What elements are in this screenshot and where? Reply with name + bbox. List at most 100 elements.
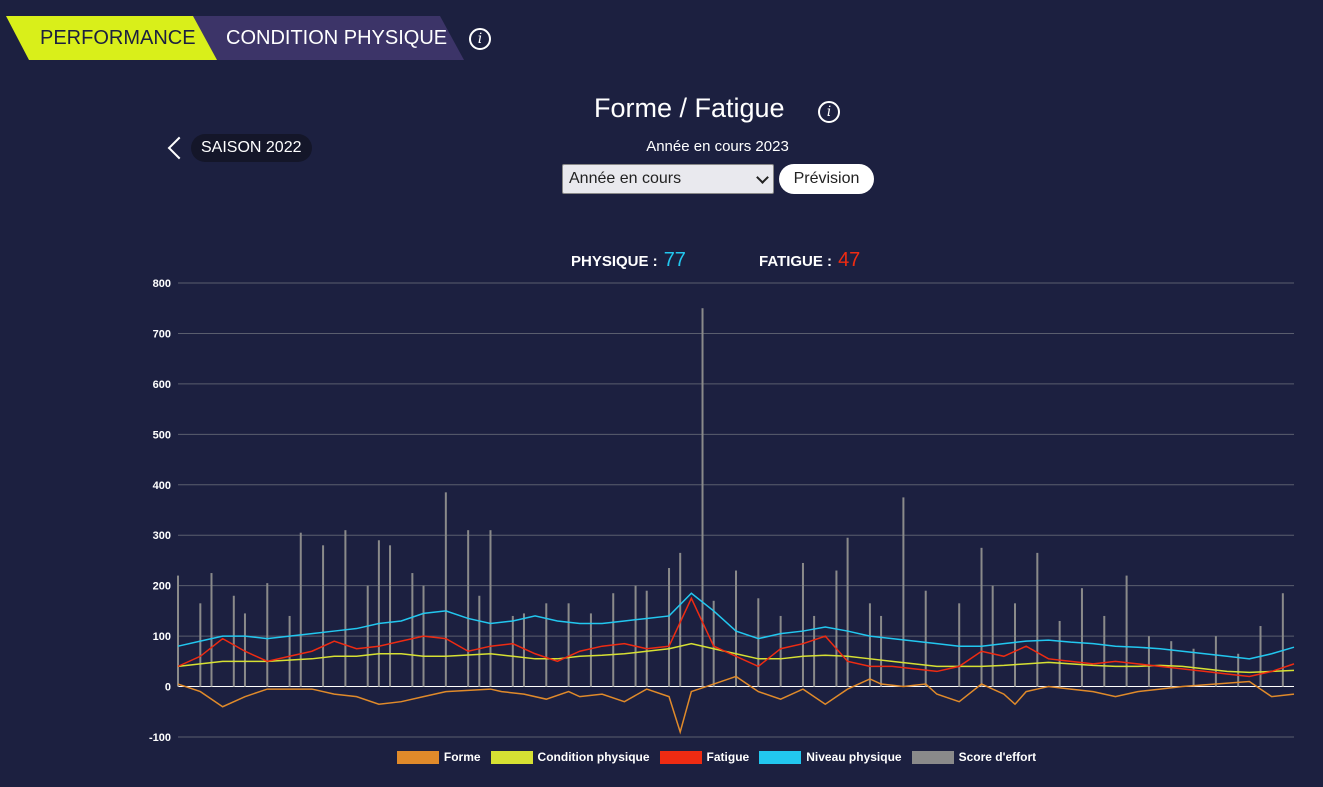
legend-label: Condition physique <box>537 750 650 764</box>
tab-performance[interactable]: PERFORMANCE <box>6 16 218 60</box>
effort-bar <box>1014 603 1016 687</box>
effort-bar <box>924 590 927 687</box>
legend-swatch <box>396 750 439 764</box>
effort-bar <box>232 595 235 687</box>
effort-bar <box>645 590 648 687</box>
fatigue-stat: FATIGUE : 47 <box>759 249 860 272</box>
effort-bar <box>567 603 570 687</box>
effort-bar <box>467 530 470 687</box>
effort-bar <box>177 575 179 687</box>
effort-bar <box>846 537 849 687</box>
info-icon[interactable]: i <box>469 28 491 50</box>
physique-label: PHYSIQUE : <box>571 253 658 270</box>
effort-bar <box>1036 552 1039 687</box>
effort-bar <box>444 492 447 687</box>
effort-bar <box>344 530 347 687</box>
effort-bar <box>634 585 637 687</box>
effort-bar <box>958 603 961 687</box>
effort-bar <box>1147 636 1150 687</box>
tab-performance-label: PERFORMANCE <box>40 26 196 49</box>
effort-bar <box>589 613 592 687</box>
effort-bar <box>389 545 392 687</box>
effort-bar <box>902 497 905 687</box>
effort-bar <box>735 570 737 687</box>
period-select[interactable]: Année en cours <box>562 164 774 194</box>
fatigue-label: FATIGUE : <box>759 253 833 270</box>
effort-bar <box>1103 615 1106 687</box>
legend-swatch <box>490 750 533 764</box>
effort-bar <box>980 547 983 687</box>
title-info-icon[interactable]: i <box>818 101 840 123</box>
page-title: Forme / Fatigue <box>594 93 785 123</box>
tab-condition-label: CONDITION PHYSIQUE <box>226 26 448 49</box>
legend-item-effort[interactable]: Score d'effort <box>911 750 1037 764</box>
fatigue-line <box>177 596 1295 678</box>
effort-bar <box>322 545 325 687</box>
effort-bar <box>801 562 804 687</box>
effort-bar <box>199 603 202 687</box>
y-tick-label: 0 <box>165 682 171 694</box>
y-tick-label: 800 <box>153 278 171 290</box>
effort-bar <box>813 615 816 687</box>
physique-value: 77 <box>663 249 686 271</box>
tab-condition-physique[interactable]: CONDITION PHYSIQUE <box>193 16 464 60</box>
effort-bar <box>1170 641 1173 687</box>
legend-label: Forme <box>443 750 481 764</box>
effort-bar <box>377 540 380 687</box>
y-tick-label: 700 <box>153 328 171 340</box>
y-tick-label: 200 <box>153 581 171 593</box>
forme-fatigue-chart: 800 700 600 500 400 300 200 100 0 -100 <box>149 278 1295 744</box>
y-tick-label: 500 <box>153 429 171 441</box>
effort-bar <box>1058 620 1061 687</box>
legend-item-fatigue[interactable]: Fatigue <box>659 750 750 764</box>
previous-season-label: SAISON 2022 <box>191 134 312 162</box>
effort-bar <box>612 593 615 687</box>
effort-bar <box>779 615 782 687</box>
condition-line <box>177 642 1295 674</box>
legend-swatch <box>759 750 802 764</box>
legend-item-niveau[interactable]: Niveau physique <box>759 750 902 764</box>
chart-legend: Forme Condition physique Fatigue Niveau phy… <box>0 750 1323 764</box>
y-tick-label: 400 <box>153 480 171 492</box>
effort-bar <box>266 583 269 687</box>
effort-bar <box>411 573 414 687</box>
legend-item-forme[interactable]: Forme <box>396 750 481 764</box>
effort-bar <box>701 308 704 687</box>
forme-line <box>177 675 1295 735</box>
current-year-subtitle: Année en cours 2023 <box>646 138 789 155</box>
y-tick-label: 100 <box>153 631 171 643</box>
period-select-value: Année en cours <box>569 170 682 187</box>
effort-bar <box>712 600 715 687</box>
fatigue-value: 47 <box>838 249 861 271</box>
niveau-line <box>177 592 1295 660</box>
effort-bar <box>511 615 514 687</box>
effort-bar <box>1237 653 1240 687</box>
effort-bar <box>868 603 871 687</box>
effort-bar <box>880 615 883 687</box>
physique-stat: PHYSIQUE : 77 <box>571 249 686 272</box>
effort-bar <box>366 585 369 687</box>
effort-bar <box>1080 588 1083 687</box>
effort-bar <box>1125 575 1128 687</box>
effort-bar <box>757 598 760 687</box>
effort-bar <box>668 568 671 687</box>
chevron-down-icon <box>756 171 769 184</box>
effort-bar <box>288 615 291 687</box>
effort-bar <box>489 530 492 687</box>
y-tick-label: -100 <box>149 732 171 744</box>
effort-bar <box>478 595 481 687</box>
legend-label: Score d'effort <box>958 750 1037 764</box>
y-tick-label: 300 <box>153 530 171 542</box>
legend-item-condition[interactable]: Condition physique <box>490 750 650 764</box>
prevision-button[interactable]: Prévision <box>779 164 874 194</box>
effort-bar <box>1281 593 1284 687</box>
effort-bar <box>545 603 548 687</box>
effort-bar <box>991 585 994 687</box>
legend-label: Niveau physique <box>806 750 902 764</box>
effort-bar <box>210 573 213 687</box>
previous-season-button[interactable]: SAISON 2022 <box>163 134 312 162</box>
legend-swatch <box>659 750 702 764</box>
legend-label: Fatigue <box>706 750 750 764</box>
effort-bar <box>243 613 246 687</box>
effort-bar <box>679 552 682 687</box>
